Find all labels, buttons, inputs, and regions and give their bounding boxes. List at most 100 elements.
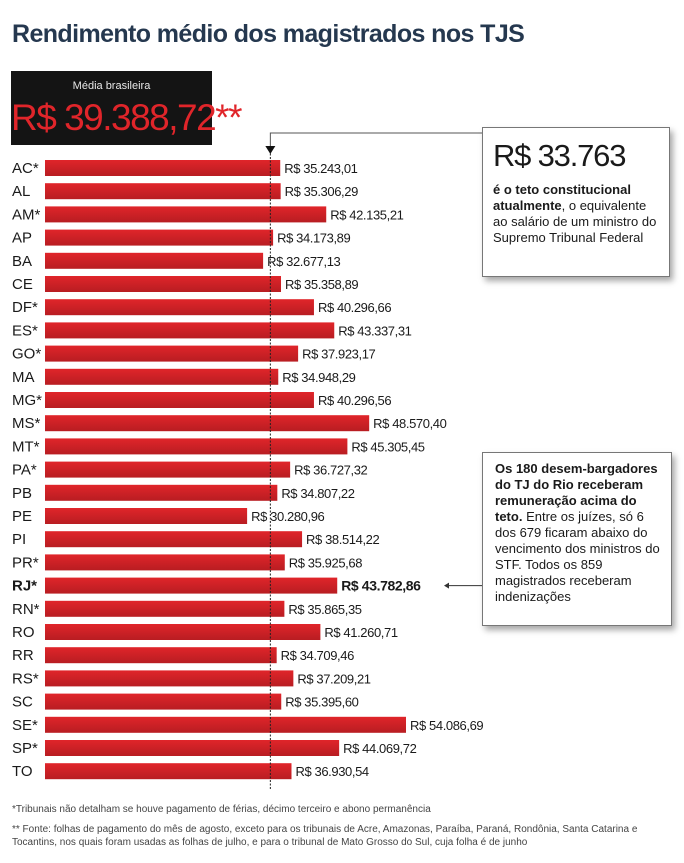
- bar: [45, 624, 321, 640]
- bar: [45, 160, 281, 176]
- value-label: R$ 35.925,68: [289, 555, 362, 570]
- value-label: R$ 35.395,60: [285, 695, 358, 710]
- bar: [45, 531, 303, 548]
- category-label: SC: [12, 694, 33, 711]
- value-label: R$ 37.209,21: [297, 671, 370, 686]
- category-label: GO*: [12, 346, 41, 363]
- average-label: Média brasileira: [72, 80, 151, 92]
- category-label: SE*: [12, 717, 38, 734]
- category-label: RJ*: [12, 578, 37, 595]
- average-value: R$ 39.388,72**: [11, 97, 242, 138]
- value-label: R$ 43.337,31: [338, 323, 411, 338]
- value-label: R$ 35.243,01: [284, 161, 357, 176]
- value-label: R$ 32.677,13: [267, 254, 340, 269]
- value-label: R$ 41.260,71: [324, 625, 397, 640]
- bar: [45, 577, 338, 594]
- value-label: R$ 35.865,35: [288, 602, 361, 617]
- category-label: MG*: [12, 392, 42, 409]
- value-label: R$ 38.514,22: [306, 532, 379, 547]
- value-label: R$ 30.280,96: [251, 509, 324, 524]
- bar: [45, 415, 370, 432]
- bar: [45, 554, 285, 571]
- teto-callout: R$ 33.763 é o teto constitucional atualm…: [482, 127, 670, 277]
- chart-title: Rendimento médio dos magistrados nos TJS: [12, 20, 525, 48]
- value-label: R$ 34.173,89: [277, 231, 350, 246]
- teto-value: R$ 33.763: [493, 138, 626, 173]
- footnote-1: *Tribunais não detalham se houve pagamen…: [12, 804, 431, 815]
- value-label: R$ 35.358,89: [285, 277, 358, 292]
- bar: [45, 252, 264, 269]
- rio-text-bold: Os 180 desem-bargadores do TJ do Rio rec…: [495, 461, 658, 524]
- rio-text: Os 180 desem-bargadores do TJ do Rio rec…: [495, 461, 663, 605]
- bar: [45, 322, 335, 339]
- bar: [45, 461, 291, 478]
- category-label: RN*: [12, 601, 40, 618]
- category-label: DF*: [12, 299, 38, 316]
- category-label: AP: [12, 230, 32, 247]
- value-label: R$ 48.570,40: [373, 416, 446, 431]
- teto-text-bold: é o teto constitucional atualmente: [493, 182, 631, 213]
- category-label: PR*: [12, 554, 39, 571]
- bar: [45, 183, 281, 200]
- category-label: RR: [12, 647, 34, 664]
- footnote-2: ** Fonte: folhas de pagamento do mês de …: [12, 824, 638, 848]
- bar: [45, 392, 314, 408]
- category-label: PI: [12, 531, 26, 548]
- category-label: ES*: [12, 322, 38, 339]
- value-label: R$ 44.069,72: [343, 741, 416, 756]
- rio-arrow-head-icon: [444, 582, 449, 589]
- bar: [45, 740, 340, 756]
- bar: [45, 368, 279, 385]
- average-box: Média brasileira R$ 39.388,72**: [11, 71, 242, 145]
- bar-chart: AC* R$ 35.243,01 AL R$ 35.306,29 AM* R$ 42.13…: [12, 132, 484, 790]
- category-label: MS*: [12, 415, 41, 432]
- bar: [45, 647, 277, 664]
- rio-text-rest: Entre os juízes, só 6 dos 679 ficaram ab…: [495, 509, 660, 604]
- category-label: AM*: [12, 206, 41, 223]
- category-label: PB: [12, 485, 32, 502]
- category-label: CE: [12, 276, 33, 293]
- value-label: R$ 43.782,86: [341, 578, 421, 594]
- bar: [45, 670, 294, 687]
- rio-callout: Os 180 desem-bargadores do TJ do Rio rec…: [482, 452, 672, 626]
- bar: [45, 345, 299, 362]
- bar: [45, 484, 278, 501]
- bar: [45, 206, 327, 223]
- value-label: R$ 37.923,17: [302, 347, 375, 362]
- value-label: R$ 34.709,46: [281, 648, 354, 663]
- value-label: R$ 45.305,45: [351, 439, 424, 454]
- category-label: AC*: [12, 160, 39, 177]
- value-label: R$ 42.135,21: [330, 207, 403, 222]
- bar: [45, 693, 282, 710]
- bar: [45, 508, 248, 524]
- category-label: RO: [12, 624, 35, 641]
- value-label: R$ 34.807,22: [281, 486, 354, 501]
- bar: [45, 600, 285, 617]
- category-label: PE: [12, 508, 32, 525]
- value-label: R$ 36.727,32: [294, 463, 367, 478]
- category-label: RS*: [12, 670, 39, 687]
- value-label: R$ 40.296,66: [318, 300, 391, 315]
- category-label: AL: [12, 183, 30, 200]
- bar: [45, 299, 314, 316]
- category-label: MT*: [12, 438, 40, 455]
- value-label: R$ 34.948,29: [282, 370, 355, 385]
- teto-text: é o teto constitucional atualmente, o eq…: [493, 182, 663, 246]
- value-label: R$ 54.086,69: [410, 718, 483, 733]
- category-label: SP*: [12, 740, 38, 757]
- category-label: PA*: [12, 462, 37, 479]
- category-label: TO: [12, 763, 33, 780]
- category-label: MA: [12, 369, 35, 386]
- category-label: BA: [12, 253, 32, 270]
- bar: [45, 763, 292, 780]
- teto-connector: [269, 132, 482, 146]
- bar: [45, 229, 274, 246]
- bar: [45, 438, 348, 455]
- teto-marker-icon: [265, 146, 276, 154]
- value-label: R$ 36.930,54: [295, 764, 368, 779]
- bar: [45, 276, 282, 292]
- teto-text-rest: , o equivalente ao salário de um ministr…: [493, 198, 657, 245]
- value-label: R$ 35.306,29: [285, 184, 358, 199]
- value-label: R$ 40.296,56: [318, 393, 391, 408]
- bar: [45, 716, 406, 733]
